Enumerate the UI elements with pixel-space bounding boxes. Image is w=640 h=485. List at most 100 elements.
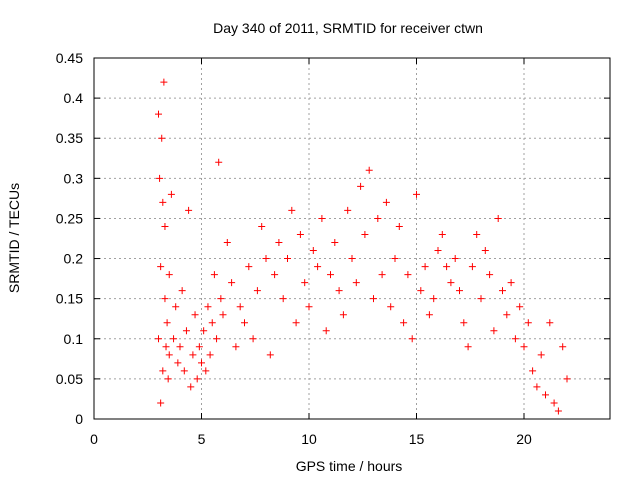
data-point <box>563 375 571 383</box>
data-point <box>159 367 167 375</box>
data-point <box>542 391 549 399</box>
data-point <box>204 303 212 311</box>
data-point <box>309 247 317 255</box>
data-point <box>174 359 182 367</box>
data-point <box>546 319 554 327</box>
data-point <box>288 206 296 214</box>
data-point <box>370 295 377 303</box>
plot-frame <box>93 57 611 420</box>
data-point <box>271 271 279 279</box>
data-point <box>157 263 165 271</box>
data-point <box>170 335 178 343</box>
data-point <box>421 263 429 271</box>
data-point <box>258 222 266 230</box>
data-point <box>327 271 334 279</box>
y-axis-title: SRMTID / TECUs <box>6 183 22 293</box>
data-point <box>404 271 412 279</box>
data-point <box>361 230 369 238</box>
data-point <box>155 335 162 343</box>
data-point <box>176 343 184 351</box>
data-point <box>228 279 236 287</box>
data-point <box>473 230 481 238</box>
y-tick-label: 0.45 <box>56 50 83 66</box>
data-point <box>335 287 343 295</box>
data-point <box>486 271 494 279</box>
data-point <box>292 319 300 327</box>
data-point <box>217 295 225 303</box>
data-point <box>189 351 197 359</box>
data-point <box>191 311 199 319</box>
x-axis-title: GPS time / hours <box>296 458 403 474</box>
y-tick-label: 0.25 <box>56 210 83 226</box>
grid <box>94 58 610 419</box>
data-point <box>391 255 399 263</box>
data-point <box>236 303 244 311</box>
data-point <box>434 247 442 255</box>
data-point <box>167 190 175 198</box>
x-tick-label: 10 <box>301 431 317 447</box>
data-point <box>223 239 231 247</box>
axis-ticks <box>93 57 610 420</box>
data-point <box>408 335 416 343</box>
y-tick-label: 0 <box>75 411 83 427</box>
data-point <box>185 206 193 214</box>
data-point <box>322 327 330 335</box>
data-point <box>374 214 382 222</box>
data-point <box>387 303 395 311</box>
x-tick-labels: 0 5 10 15 20 <box>90 431 532 447</box>
data-point <box>516 303 524 311</box>
data-point <box>178 287 186 295</box>
data-point <box>232 343 240 351</box>
data-point <box>559 343 567 351</box>
data-point <box>490 327 498 335</box>
data-point <box>301 279 309 287</box>
data-point <box>507 279 515 287</box>
data-point <box>162 343 170 351</box>
data-point <box>187 383 195 391</box>
data-point <box>460 319 468 327</box>
data-point <box>430 295 438 303</box>
data-point <box>417 287 425 295</box>
data-point <box>503 311 511 319</box>
data-point <box>195 343 203 351</box>
data-point <box>305 303 313 311</box>
data-point <box>382 198 390 206</box>
data-point <box>164 375 172 383</box>
data-point <box>198 359 205 367</box>
data-point <box>533 383 541 391</box>
data-point <box>443 263 451 271</box>
data-point <box>200 327 208 335</box>
data-point <box>253 287 261 295</box>
data-point <box>554 407 562 415</box>
y-tick-label: 0.15 <box>56 291 83 307</box>
data-point <box>202 367 210 375</box>
data-point <box>165 271 173 279</box>
y-tick-label: 0.1 <box>64 331 84 347</box>
data-point <box>477 295 485 303</box>
data-point <box>284 255 291 263</box>
data-point <box>210 271 218 279</box>
data-point <box>339 311 347 319</box>
data-point <box>266 351 274 359</box>
y-tick-labels: 0 0.05 0.1 0.15 0.2 0.25 0.3 0.35 0.4 0.45 <box>56 50 83 427</box>
data-point <box>348 255 356 263</box>
data-point <box>296 230 304 238</box>
data-point <box>206 351 214 359</box>
x-tick-label: 20 <box>516 431 532 447</box>
data-point <box>524 319 532 327</box>
data-point <box>400 319 408 327</box>
data-point <box>161 222 169 230</box>
data-point <box>344 206 352 214</box>
data-point <box>155 110 162 118</box>
y-tick-label: 0.3 <box>64 170 84 186</box>
data-point <box>481 247 489 255</box>
data-point <box>494 214 502 222</box>
data-point <box>451 255 459 263</box>
data-point <box>378 271 386 279</box>
data-point <box>511 335 519 343</box>
data-point <box>520 343 528 351</box>
data-point <box>318 214 326 222</box>
data-point <box>182 327 190 335</box>
data-point <box>352 279 360 287</box>
